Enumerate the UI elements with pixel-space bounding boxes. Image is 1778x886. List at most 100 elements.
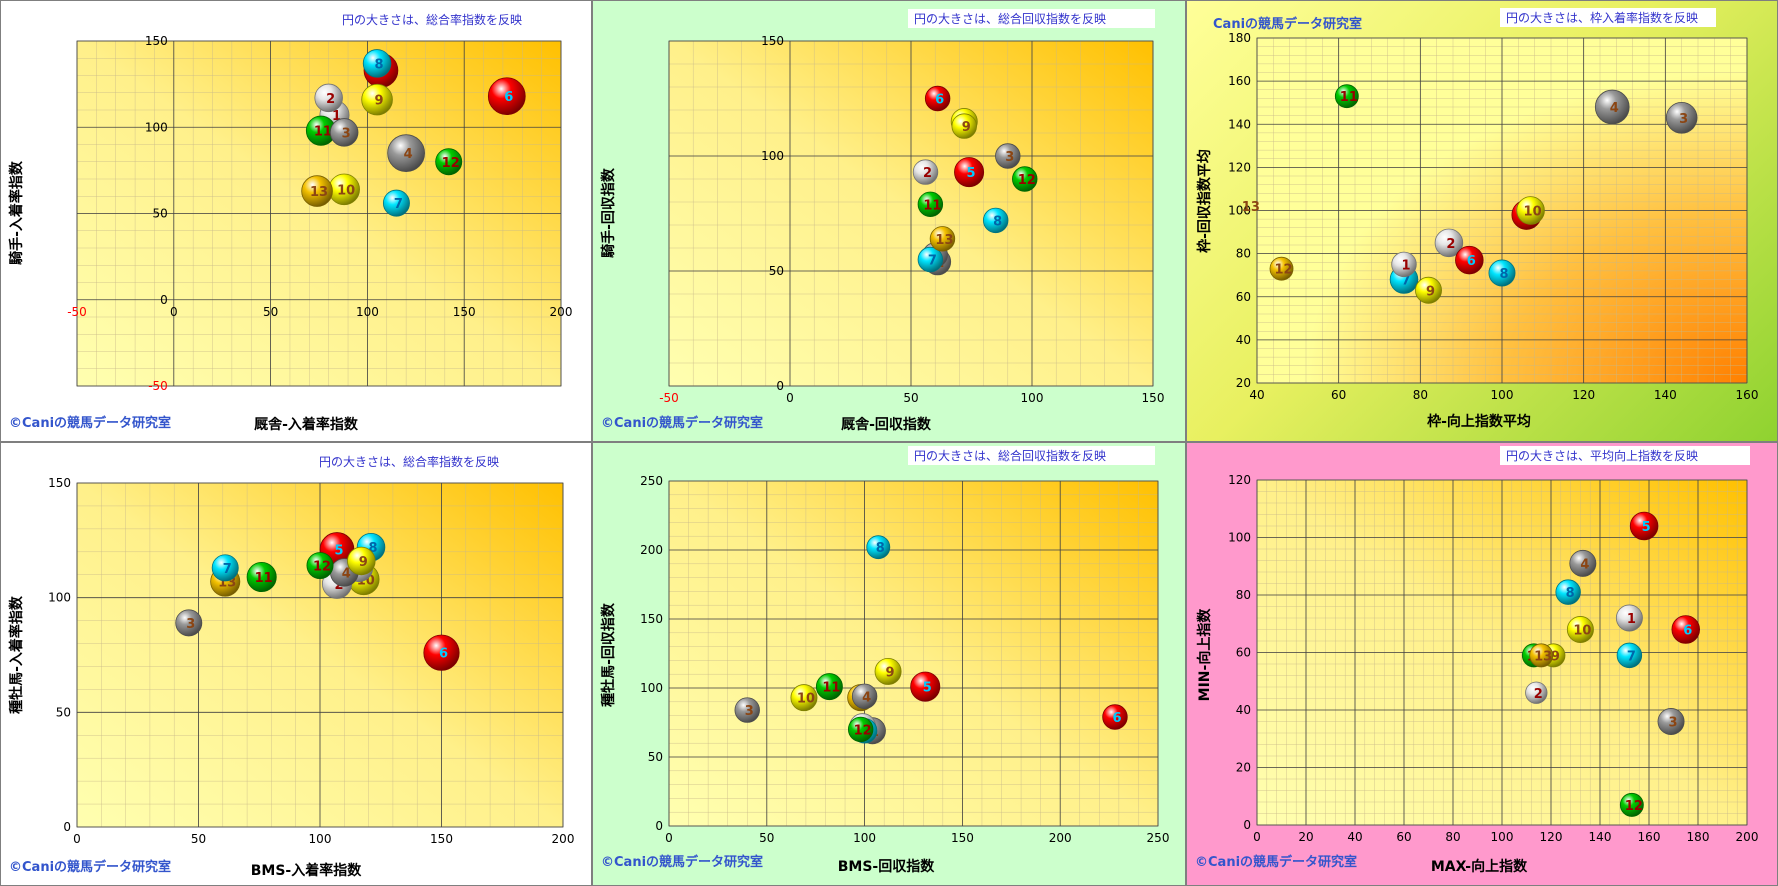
y-tick-label: 180 xyxy=(1228,31,1251,45)
scatter-chart: 0 50 100 150 200 0 50 100 150 BMS-入着率指数 種牡馬-入着率指数 6… xyxy=(8,476,574,879)
bubble-mark xyxy=(1012,166,1038,192)
y-tick-label: 150 xyxy=(640,612,663,626)
y-tick-label: 50 xyxy=(769,264,784,278)
bubble-mark xyxy=(917,191,944,218)
bubble-label: 2 xyxy=(326,92,335,107)
major-grid xyxy=(76,40,562,387)
chart-panel-improvement-index: 0 20 40 60 80 100 120 140 160 180 200 0 20 40 60 80 100 1… xyxy=(1186,442,1778,886)
bubble-label: 6 xyxy=(935,93,944,108)
bubble-mark xyxy=(306,552,334,580)
credit-text: ©Caniの競馬データ研究室 xyxy=(9,860,172,875)
bubble-mark xyxy=(1657,708,1685,735)
bubble-label: 13 xyxy=(1242,200,1260,215)
x-tick-label: 50 xyxy=(903,391,918,405)
bubble-11: 11 xyxy=(246,562,277,593)
bubble-label: 8 xyxy=(993,214,1002,229)
bubble-size-note: 円の大きさは、総合回収指数を反映 xyxy=(908,446,1155,465)
bubble-3: 3 xyxy=(175,609,203,637)
bubble-mark xyxy=(387,134,425,172)
bubble-label: 4 xyxy=(404,147,413,162)
y-tick-label: 140 xyxy=(1228,117,1251,131)
bubble-9: 9 xyxy=(951,113,977,139)
y-tick-label: 60 xyxy=(1236,290,1251,304)
x-tick-label: 150 xyxy=(453,305,476,319)
bubble-mark xyxy=(435,148,463,176)
bubble-label: 7 xyxy=(928,254,937,269)
bubble-mark xyxy=(1665,101,1698,134)
y-tick-label: 20 xyxy=(1236,376,1251,390)
bubble-mark xyxy=(347,546,376,576)
bubble-4: 4 xyxy=(851,683,878,709)
credit-text: ©Caniの競馬データ研究室 xyxy=(601,416,764,431)
y-tick-label: 100 xyxy=(1228,204,1251,218)
chart-panel-stable-jockey-rate: -50 0 50 100 150 200 -50 0 50 100 150 厩舎-入着率指数 騎手-入着… xyxy=(0,0,592,442)
bubble-mark xyxy=(929,226,956,252)
bubble-7: 7 xyxy=(1616,642,1643,669)
bubble-label: 6 xyxy=(1467,254,1476,269)
y-axis-title: 騎手-入着率指数 xyxy=(8,160,25,265)
bubble-size-note: 円の大きさは、枠入着率指数を反映 xyxy=(1500,8,1716,27)
bubble-mark xyxy=(847,716,874,743)
bubble-11: 11 xyxy=(305,115,336,146)
bubble-4: 4 xyxy=(387,134,425,172)
bubble-label: 9 xyxy=(886,665,895,680)
bubble-label: 7 xyxy=(223,562,232,577)
x-axis-title: 厩舎-入着率指数 xyxy=(254,416,359,433)
x-tick-label: 50 xyxy=(263,305,278,319)
bubble-5: 5 xyxy=(1629,511,1659,541)
x-tick-label: 100 xyxy=(356,305,379,319)
y-tick-label: 20 xyxy=(1236,761,1251,775)
bubble-mark xyxy=(314,83,343,113)
bubble-9: 9 xyxy=(347,546,376,576)
bubble-mark xyxy=(1619,792,1644,817)
bubble-mark xyxy=(1488,259,1516,287)
y-axis-title: 種牡馬-回収指数 xyxy=(600,602,617,707)
bubble-size-note: 円の大きさは、総合回収指数を反映 xyxy=(908,9,1155,28)
y-tick-label: 40 xyxy=(1236,703,1251,717)
bubble-mark xyxy=(954,157,985,188)
bubble-label: 10 xyxy=(797,692,815,707)
y-tick-label: 40 xyxy=(1236,333,1251,347)
major-grid xyxy=(668,40,1154,387)
y-tick-label: 0 xyxy=(776,379,784,393)
bubble-6: 6 xyxy=(924,85,951,112)
bubble-mark xyxy=(1566,616,1594,643)
x-tick-label: 0 xyxy=(1253,830,1261,844)
y-tick-label: 60 xyxy=(1236,646,1251,660)
x-tick-label: 200 xyxy=(550,305,573,319)
bubble-12: 12 xyxy=(1619,792,1644,817)
y-axis-title: MIN-向上指数 xyxy=(1196,608,1213,702)
x-tick-label: 80 xyxy=(1445,830,1460,844)
bubble-size-note: 円の大きさは、平均向上指数を反映 xyxy=(1500,446,1750,465)
y-tick-label: 0 xyxy=(655,819,663,833)
bubble-7: 7 xyxy=(917,246,944,273)
bubble-2: 2 xyxy=(912,159,939,185)
x-tick-label: 200 xyxy=(1736,830,1759,844)
bubble-12: 12 xyxy=(435,148,463,176)
bubble-3: 3 xyxy=(1657,708,1685,735)
y-tick-label: 100 xyxy=(761,149,784,163)
bubble-mark xyxy=(1629,511,1659,541)
bubble-2: 2 xyxy=(1525,681,1548,704)
x-axis-title: 厩舎-回収指数 xyxy=(841,416,932,433)
x-tick-label: 0 xyxy=(73,832,81,846)
bubble-10: 10 xyxy=(1566,616,1594,643)
bubble-label: 1 xyxy=(1627,612,1636,627)
x-tick-label: 160 xyxy=(1736,388,1759,402)
scatter-chart: 40 60 80 100 120 140 1602040608010012014016018… xyxy=(1196,31,1759,430)
bubble-2: 2 xyxy=(314,83,343,113)
bubble-6: 6 xyxy=(423,634,460,671)
chart-panel-frame-index: 40 60 80 100 120 140 160 20 40 60 80 100 120 140 160 18… xyxy=(1186,0,1778,442)
bubble-label: 2 xyxy=(1534,687,1543,702)
scatter-chart: -50050100150050100150厩舎-回収指数騎手-回収指数51102… xyxy=(600,34,1164,433)
x-tick-label: 80 xyxy=(1413,388,1428,402)
bubble-4: 4 xyxy=(1569,549,1597,577)
y-tick-label: 0 xyxy=(1243,818,1251,832)
x-axis-title: BMS-回収指数 xyxy=(838,858,935,875)
y-tick-label: 50 xyxy=(56,705,71,719)
bubble-mark xyxy=(1529,643,1554,668)
bubble-mark xyxy=(917,246,944,273)
bubble-8: 8 xyxy=(866,535,891,560)
y-tick-label: 150 xyxy=(761,34,784,48)
bubble-label: 13 xyxy=(935,233,953,248)
